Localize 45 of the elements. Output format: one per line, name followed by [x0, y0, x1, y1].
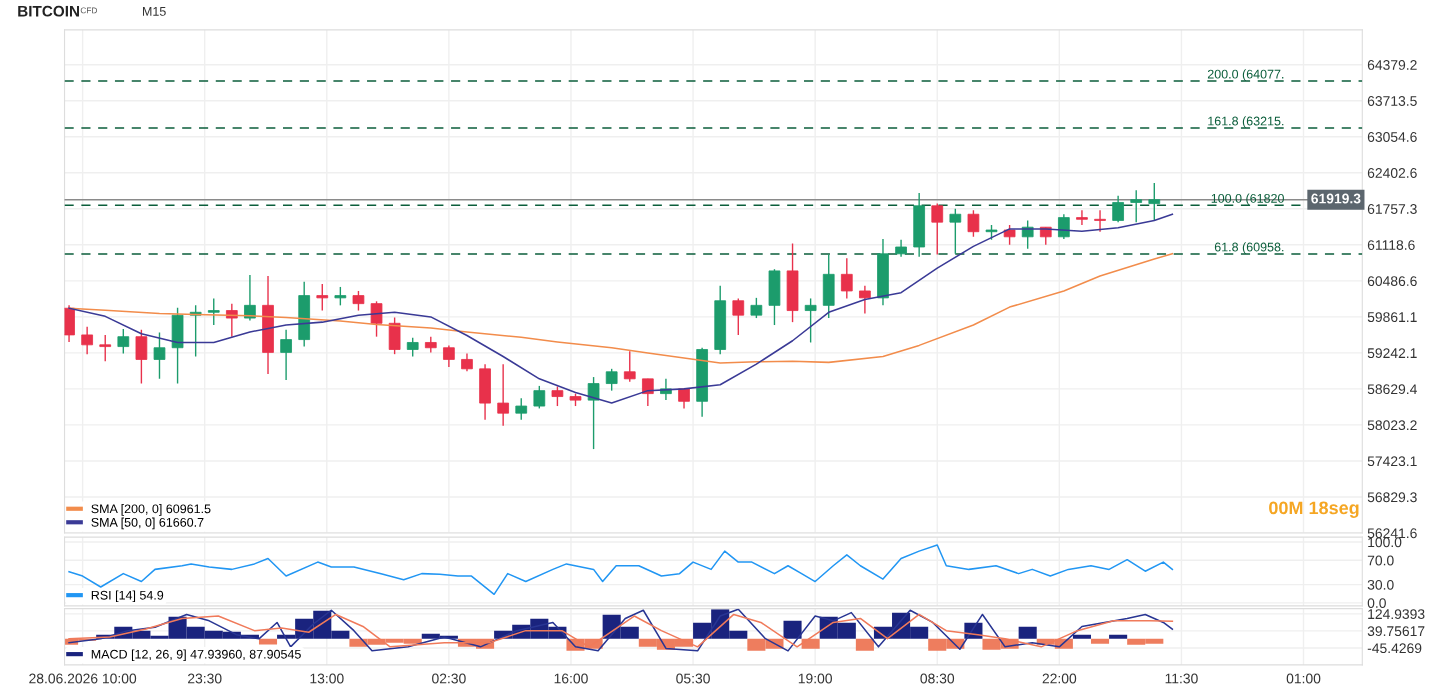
y-tick-label: 39.75617 — [1367, 626, 1425, 637]
ref-line-label: 200.0 (64077. — [1207, 69, 1284, 81]
y-tick-label: 63713.5 — [1367, 96, 1417, 106]
y-tick-label: 60486.6 — [1367, 276, 1417, 286]
y-tick-label: 56241.6 — [1367, 528, 1417, 539]
y-tick-label: 62402.6 — [1367, 168, 1417, 178]
y-tick-label: 0.0 — [1367, 598, 1386, 608]
y-tick-label: -45.4269 — [1367, 643, 1422, 654]
ref-line-label: 161.8 (63215. — [1208, 116, 1284, 128]
legend-label: SMA [50, 0] 61660.7 — [91, 517, 204, 530]
y-tick-label: 64379.2 — [1367, 60, 1417, 70]
y-tick-label: 58629.4 — [1367, 384, 1417, 395]
y-tick-label: 30.0 — [1367, 579, 1394, 590]
x-tick-label: 23:30 — [188, 673, 222, 684]
x-tick-label: 02:30 — [432, 673, 466, 684]
legend-label: SMA [200, 0] 60961.5 — [91, 504, 211, 516]
ref-line-label: 61.8 (60958. — [1214, 242, 1284, 254]
annotation: 00M 18seg — [1269, 501, 1359, 518]
y-tick-label: 56829.3 — [1367, 492, 1417, 503]
ref-line-label: 100.0 (61820 — [1211, 193, 1284, 206]
x-tick-label: 05:30 — [676, 673, 710, 684]
x-tick-label: 13:00 — [310, 673, 344, 684]
legend-label: RSI [14] 54.9 — [91, 590, 164, 603]
y-tick-label: 59242.1 — [1367, 348, 1417, 359]
x-tick-label: 22:00 — [1042, 673, 1077, 684]
y-tick-label: 70.0 — [1367, 555, 1394, 566]
x-tick-label: 11:30 — [1165, 673, 1198, 684]
y-tick-label: 63054.6 — [1367, 132, 1417, 142]
y-tick-label: 61118.6 — [1367, 240, 1415, 250]
x-tick-label: 08:30 — [920, 673, 955, 684]
x-tick-label: 19:00 — [798, 673, 832, 684]
x-tick-label: 28.06.2026 10:00 — [29, 673, 137, 684]
x-tick-label: 16:00 — [554, 673, 588, 684]
x-tick-label: 01:00 — [1286, 673, 1321, 684]
ref-line-label: 61919.3 — [1311, 193, 1361, 204]
y-tick-label: 124.9393 — [1368, 609, 1425, 620]
y-tick-label: 59861.1 — [1367, 312, 1417, 323]
y-tick-label: 58023.2 — [1367, 420, 1417, 431]
chart-subtitle: CFD — [80, 7, 98, 14]
y-tick-label: 61757.3 — [1367, 204, 1417, 214]
y-tick-label: 57423.1 — [1367, 456, 1417, 467]
text: M15 — [142, 7, 166, 16]
chart-title: BITCOIN — [18, 5, 79, 17]
legend-label: MACD [12, 26, 9] 47.93960, 87.90545 — [91, 649, 301, 662]
y-tick-label: 100.0 — [1368, 537, 1402, 548]
